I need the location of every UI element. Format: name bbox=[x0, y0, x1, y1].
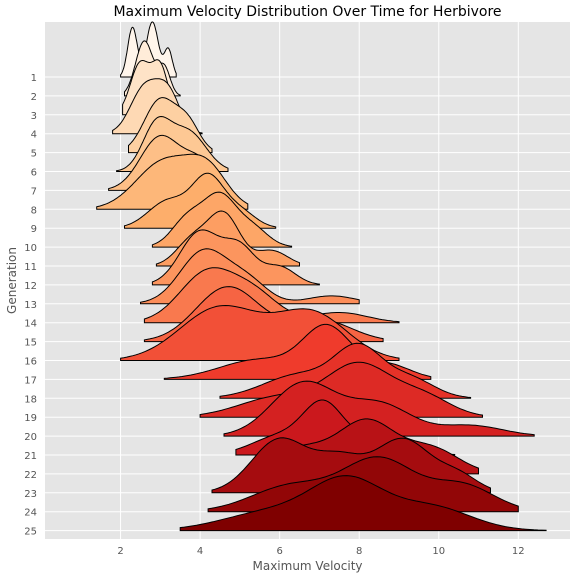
y-tick-label: 12 bbox=[24, 281, 37, 292]
y-tick-label: 3 bbox=[31, 111, 37, 122]
chart-title: Maximum Velocity Distribution Over Time … bbox=[113, 4, 501, 20]
ridges bbox=[96, 21, 547, 532]
y-tick-label: 9 bbox=[31, 224, 37, 235]
y-tick-label: 6 bbox=[31, 168, 37, 179]
y-tick-label: 15 bbox=[24, 338, 37, 349]
y-tick-label: 24 bbox=[24, 508, 37, 519]
x-tick-label: 8 bbox=[356, 546, 362, 557]
ridge-generation-25 bbox=[179, 475, 547, 532]
x-tick-label: 10 bbox=[432, 546, 445, 557]
x-tick-label: 12 bbox=[512, 546, 525, 557]
x-tick-label: 6 bbox=[276, 546, 282, 557]
y-tick-label: 11 bbox=[24, 262, 37, 273]
y-tick-label: 7 bbox=[31, 186, 37, 197]
x-axis-label: Maximum Velocity bbox=[252, 559, 362, 573]
y-tick-label: 14 bbox=[24, 319, 37, 330]
y-tick-label: 13 bbox=[24, 300, 37, 311]
y-tick-label: 17 bbox=[24, 375, 37, 386]
y-tick-label: 10 bbox=[24, 243, 37, 254]
y-tick-label: 20 bbox=[24, 432, 37, 443]
y-tick-label: 23 bbox=[24, 489, 37, 500]
y-tick-label: 22 bbox=[24, 470, 37, 481]
y-axis-label: Generation bbox=[5, 247, 19, 314]
y-tick-label: 2 bbox=[31, 92, 37, 103]
y-tick-label: 4 bbox=[31, 130, 37, 141]
ridge-generation-19 bbox=[199, 361, 483, 418]
x-tick-label: 4 bbox=[197, 546, 203, 557]
y-axis-ticks: 1234567891011121314151617181920212223242… bbox=[24, 73, 37, 538]
y-tick-label: 21 bbox=[24, 451, 37, 462]
x-tick-label: 2 bbox=[117, 546, 123, 557]
y-tick-label: 16 bbox=[24, 357, 37, 368]
x-axis-ticks: 2 4 6 8 10 12 bbox=[117, 546, 524, 557]
y-tick-label: 5 bbox=[31, 149, 37, 160]
y-tick-label: 19 bbox=[24, 413, 37, 424]
y-tick-label: 18 bbox=[24, 394, 37, 405]
y-tick-label: 1 bbox=[31, 73, 37, 84]
y-tick-label: 25 bbox=[24, 527, 37, 538]
y-tick-label: 8 bbox=[31, 205, 37, 216]
